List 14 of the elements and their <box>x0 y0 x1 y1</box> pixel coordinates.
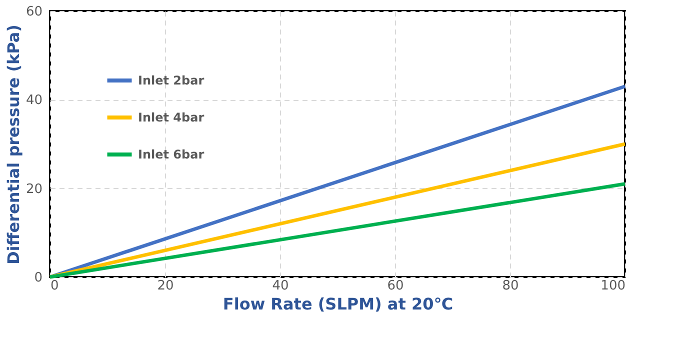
x-tick-label: 60 <box>387 278 404 294</box>
x-tick-label: 40 <box>272 278 289 294</box>
y-axis-title: Differential pressure (kPa) <box>4 24 23 264</box>
x-tick-label: 80 <box>502 278 519 294</box>
legend-label: Inlet 6bar <box>138 148 204 162</box>
legend-label: Inlet 4bar <box>138 110 204 124</box>
x-tick-label: 20 <box>157 278 174 294</box>
x-axis-title: Flow Rate (SLPM) at 20℃ <box>222 294 454 314</box>
y-tick-label: 60 <box>26 4 42 20</box>
y-tick-label: 40 <box>26 93 42 108</box>
x-tick-label: 100 <box>600 278 626 294</box>
x-tick-label: 0 <box>50 278 59 294</box>
y-tick-label: 20 <box>26 182 42 197</box>
legend-label: Inlet 2bar <box>138 74 204 88</box>
